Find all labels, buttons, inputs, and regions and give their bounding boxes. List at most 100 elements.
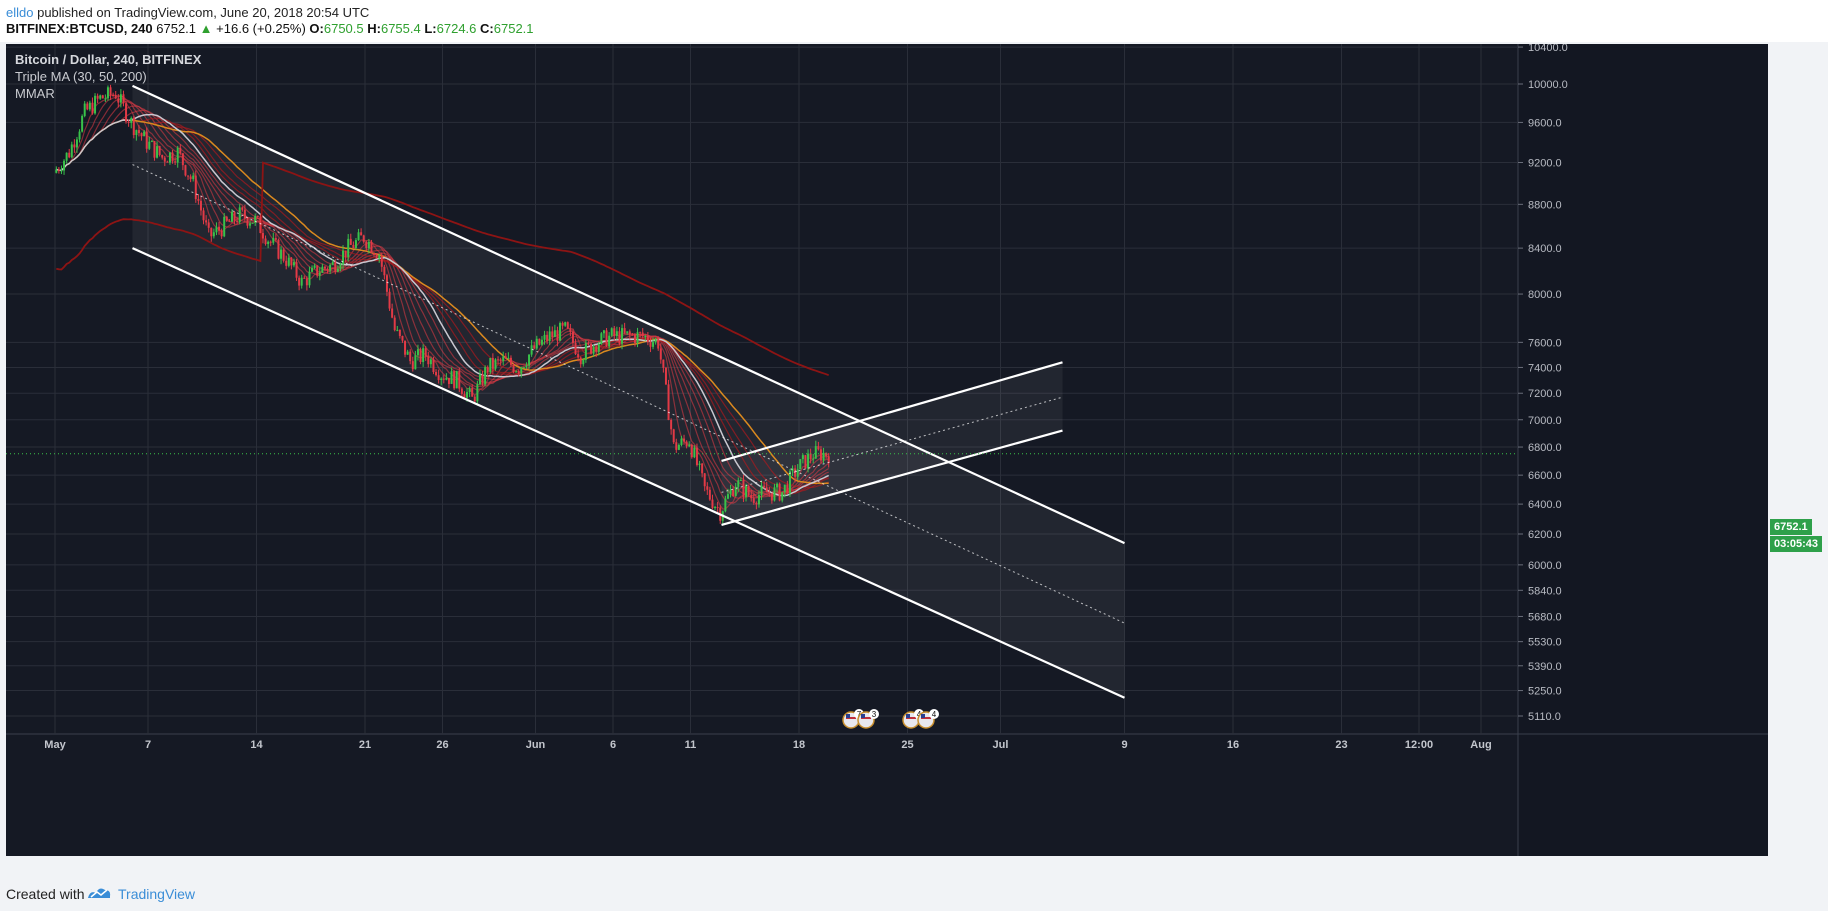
candle-body bbox=[378, 255, 381, 259]
candle-body bbox=[770, 493, 773, 501]
candle-body bbox=[540, 339, 543, 345]
candle-body bbox=[398, 329, 401, 336]
candle-body bbox=[657, 339, 660, 349]
candle-body bbox=[349, 238, 352, 245]
candle-body bbox=[194, 175, 197, 200]
candle-body bbox=[112, 95, 115, 97]
candle-body bbox=[199, 200, 202, 211]
candle-body bbox=[724, 498, 727, 512]
candle-body bbox=[538, 338, 541, 345]
candle-body bbox=[509, 357, 512, 365]
candle-body bbox=[739, 479, 742, 481]
low-value: 6724.6 bbox=[436, 21, 477, 36]
candle-body bbox=[300, 277, 303, 286]
candle-body bbox=[546, 334, 549, 341]
ascending-channel-lower-line bbox=[721, 429, 1063, 526]
candle-body bbox=[311, 267, 314, 272]
candle-body bbox=[553, 330, 556, 338]
candle-body bbox=[336, 268, 339, 272]
candle-body bbox=[184, 165, 187, 176]
candle-body bbox=[140, 133, 143, 137]
x-tick-label: 14 bbox=[250, 739, 263, 751]
candle-body bbox=[801, 455, 804, 460]
candle-body bbox=[352, 244, 355, 248]
y-tick-label: 8400.0 bbox=[1528, 243, 1562, 255]
candle-body bbox=[610, 328, 613, 336]
candle-body bbox=[636, 332, 639, 343]
candle-body bbox=[590, 343, 593, 354]
candle-body bbox=[63, 160, 66, 171]
candle-body bbox=[225, 216, 228, 221]
candle-body bbox=[783, 484, 786, 493]
candle-body bbox=[432, 359, 435, 372]
countdown-tag: 03:05:43 bbox=[1770, 536, 1823, 552]
candle-body bbox=[83, 103, 86, 116]
tradingview-logo-icon[interactable] bbox=[86, 884, 112, 902]
candle-body bbox=[292, 262, 295, 266]
candle-body bbox=[778, 483, 781, 501]
candle-body bbox=[654, 339, 657, 343]
candle-body bbox=[122, 94, 125, 104]
candle-body bbox=[548, 331, 551, 341]
candle-body bbox=[65, 152, 68, 161]
candle-body bbox=[287, 257, 290, 266]
candle-body bbox=[698, 463, 701, 465]
candle-body bbox=[393, 317, 396, 331]
footer bbox=[0, 877, 1828, 911]
legend-title: Bitcoin / Dollar, 240, BITFINEX bbox=[15, 52, 202, 67]
tradingview-brand[interactable]: TradingView bbox=[118, 886, 196, 902]
economic-event-flag-icon[interactable]: 3 bbox=[857, 709, 879, 729]
candle-body bbox=[380, 255, 383, 267]
chart-canvas[interactable]: 10400.0 10000.0 9600.0 9200.0 8800.0 8400.0 80… bbox=[6, 44, 1768, 856]
candle-body bbox=[809, 453, 812, 460]
legend-indicator-triple-ma[interactable]: Triple MA (30, 50, 200) bbox=[15, 69, 147, 84]
candle-body bbox=[649, 342, 652, 347]
x-tick-label: 9 bbox=[1121, 739, 1127, 751]
ma-30-line bbox=[56, 113, 830, 497]
candle-body bbox=[334, 262, 337, 272]
candle-body bbox=[478, 374, 481, 385]
economic-event-flag-icon[interactable]: 7 bbox=[842, 709, 864, 729]
candle-body bbox=[411, 361, 414, 370]
chart-header: elldo published on TradingView.com, June… bbox=[0, 0, 1828, 42]
candle-body bbox=[391, 308, 394, 318]
candle-body bbox=[703, 473, 706, 487]
candle-body bbox=[788, 471, 791, 493]
candle-body bbox=[631, 334, 634, 336]
candle-body bbox=[88, 102, 91, 110]
candle-body bbox=[582, 359, 585, 365]
candle-body bbox=[559, 323, 562, 341]
y-tick-label: 5530.0 bbox=[1528, 637, 1562, 649]
candle-body bbox=[556, 330, 559, 341]
economic-event-flag-icon[interactable]: 4 bbox=[917, 709, 939, 729]
candle-body bbox=[101, 95, 104, 99]
candle-body bbox=[755, 502, 758, 505]
candle-body bbox=[81, 115, 84, 132]
candle-body bbox=[825, 452, 828, 457]
candle-body bbox=[729, 489, 732, 495]
candle-body bbox=[313, 265, 316, 268]
candle-body bbox=[161, 154, 164, 158]
candle-body bbox=[765, 487, 768, 493]
candle-body bbox=[94, 95, 97, 114]
candle-body bbox=[750, 495, 753, 499]
candle-body bbox=[814, 446, 817, 459]
candle-body bbox=[241, 207, 244, 210]
author-link[interactable]: elldo bbox=[6, 5, 34, 20]
mmar-ribbon-line bbox=[56, 100, 830, 499]
candle-body bbox=[463, 393, 466, 398]
legend-indicator-mmar[interactable]: MMAR bbox=[15, 86, 55, 101]
candle-body bbox=[595, 346, 598, 352]
candle-body bbox=[776, 483, 779, 488]
candle-body bbox=[445, 377, 448, 380]
candle-body bbox=[763, 485, 766, 488]
candle-body bbox=[106, 87, 109, 99]
candle-body bbox=[308, 271, 311, 286]
candle-body bbox=[644, 335, 647, 337]
candle-body bbox=[708, 489, 711, 500]
chart-background bbox=[6, 44, 1768, 856]
candle-body bbox=[156, 146, 159, 158]
chart-pane[interactable]: 10400.0 10000.0 9600.0 9200.0 8800.0 8400.0 80… bbox=[6, 44, 1768, 856]
x-tick-label: 11 bbox=[685, 739, 697, 751]
candle-body bbox=[189, 176, 192, 180]
